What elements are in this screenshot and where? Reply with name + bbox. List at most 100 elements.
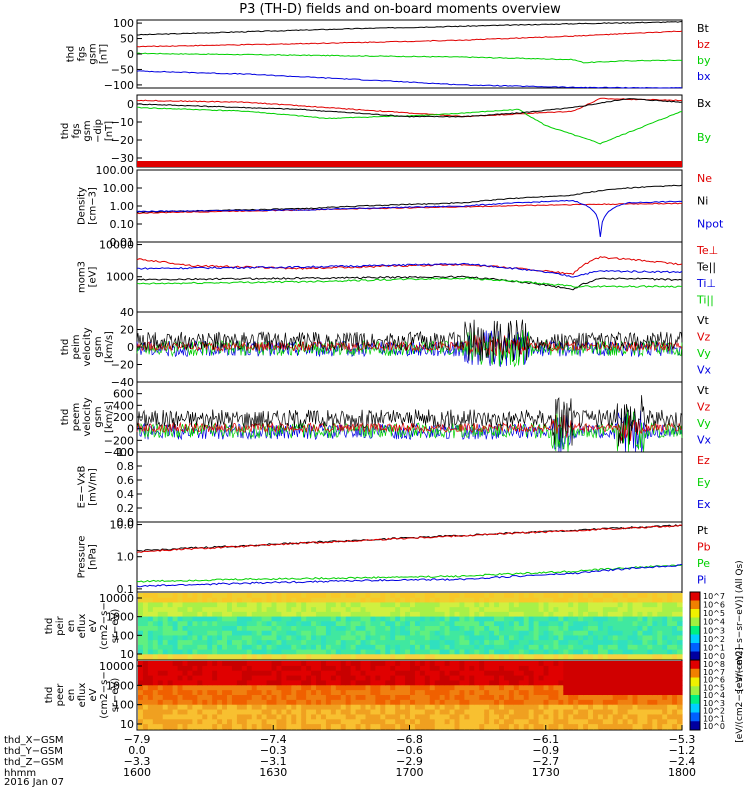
spectrogram-cell <box>538 709 545 716</box>
spectrogram-cell <box>518 602 525 608</box>
spectrogram-cell <box>306 635 312 641</box>
spectrogram-cell <box>622 670 629 677</box>
spectrogram-cell <box>261 649 268 655</box>
spectrogram-cell <box>533 680 540 686</box>
spectrogram-cell <box>246 714 253 720</box>
spectrogram-cell <box>592 593 599 599</box>
spectrogram-cell <box>385 621 391 627</box>
spectrogram-cell <box>385 709 391 716</box>
ytick-label: 10.00 <box>103 182 135 195</box>
spectrogram-cell <box>444 649 451 655</box>
spectrogram-cell <box>152 670 159 677</box>
spectrogram-cell <box>281 593 287 599</box>
spectrogram-cell <box>612 654 619 660</box>
spectrogram-cell <box>207 644 213 651</box>
spectrogram-cell <box>266 607 273 613</box>
colorbar-segment <box>690 617 700 627</box>
spectrogram-cell <box>434 593 441 599</box>
spectrogram-cell <box>484 649 490 655</box>
spectrogram-cell <box>291 630 297 637</box>
spectrogram-cell <box>197 621 203 627</box>
spectrogram-cell <box>251 616 258 622</box>
spectrogram-cell <box>568 704 574 711</box>
spectrogram-cell <box>518 704 525 711</box>
ylabel-line: eV <box>88 619 99 632</box>
spectrogram-cell <box>657 670 663 677</box>
spectrogram-cell <box>306 699 312 706</box>
spectrogram-cell <box>434 685 441 691</box>
spectrogram-cell <box>251 644 258 651</box>
spectrogram-cell <box>390 635 396 641</box>
spectrogram-cell <box>365 630 372 637</box>
spectrogram-cell <box>296 649 302 655</box>
spectrogram-cell <box>558 644 564 651</box>
spectrogram-cell <box>212 724 218 730</box>
spectrogram-cell <box>459 602 465 608</box>
spectrogram-cell <box>296 709 302 716</box>
spectrogram-cell <box>405 602 411 608</box>
spectrogram-cell <box>439 714 446 720</box>
spectrogram-cell <box>652 695 658 701</box>
spectrogram-cell <box>449 611 456 618</box>
spectrogram-cell <box>563 654 569 660</box>
spectrogram-cell <box>499 640 505 646</box>
spectrogram-cell <box>528 607 535 613</box>
spectrogram-cell <box>301 724 307 730</box>
spectrogram-cell <box>489 695 495 701</box>
spectrogram-cell <box>533 665 540 672</box>
spectrogram-cell <box>335 635 342 641</box>
spectrogram-cell <box>523 665 530 672</box>
spectrogram-cell <box>469 719 475 725</box>
spectrogram-cell <box>503 626 510 632</box>
spectrogram-cell <box>459 690 465 696</box>
spectrogram-cell <box>152 680 159 686</box>
spectrogram-cell <box>320 626 327 632</box>
spectrogram-cell <box>479 611 485 618</box>
spectrogram-cell <box>612 630 619 637</box>
spectrogram-cell <box>484 602 490 608</box>
spectrogram-cell <box>400 719 406 725</box>
spectrogram-cell <box>325 654 332 660</box>
spectrogram-cell <box>256 714 263 720</box>
spectrogram-cell <box>222 626 228 632</box>
spectrogram-cell <box>607 661 614 667</box>
spectrogram-cell <box>147 649 154 655</box>
spectrogram-cell <box>172 714 179 720</box>
spectrogram-cell <box>281 640 287 646</box>
spectrogram-cell <box>667 709 673 716</box>
spectrogram-cell <box>192 699 198 706</box>
spectrogram-cell <box>612 661 619 667</box>
spectrogram-cell <box>444 635 451 641</box>
spectrogram-cell <box>246 675 253 682</box>
spectrogram-cell <box>513 611 520 618</box>
spectrogram-cell <box>266 593 273 599</box>
spectrogram-cell <box>246 626 253 632</box>
spectrogram-cell <box>172 699 179 706</box>
spectrogram-cell <box>479 709 485 716</box>
spectrogram-cell <box>494 621 500 627</box>
spectrogram-cell <box>489 649 495 655</box>
spectrogram-cell <box>212 699 218 706</box>
spectrogram-cell <box>157 597 164 604</box>
spectrogram-cell <box>306 607 312 613</box>
spectrogram-cell <box>390 699 396 706</box>
spectrogram-cell <box>177 616 184 622</box>
spectrogram-cell <box>350 593 357 599</box>
spectrogram-cell <box>251 654 258 660</box>
spectrogram-cell <box>410 680 416 686</box>
spectrogram-cell <box>503 719 510 725</box>
spectrogram-cell <box>543 607 550 613</box>
spectrogram-cell <box>622 665 629 672</box>
spectrogram-cell <box>177 602 184 608</box>
spectrogram-cell <box>632 626 639 632</box>
spectrogram-cell <box>637 597 644 604</box>
spectrogram-cell <box>632 714 639 720</box>
spectrogram-cell <box>286 699 292 706</box>
spectrogram-cell <box>296 635 302 641</box>
spectrogram-cell <box>152 675 159 682</box>
spectrogram-cell <box>459 724 465 730</box>
spectrogram-cell <box>459 680 465 686</box>
spectrogram-cell <box>602 714 609 720</box>
ylabel-line: thd <box>60 123 71 140</box>
ytick-label: 0.8 <box>117 460 135 473</box>
